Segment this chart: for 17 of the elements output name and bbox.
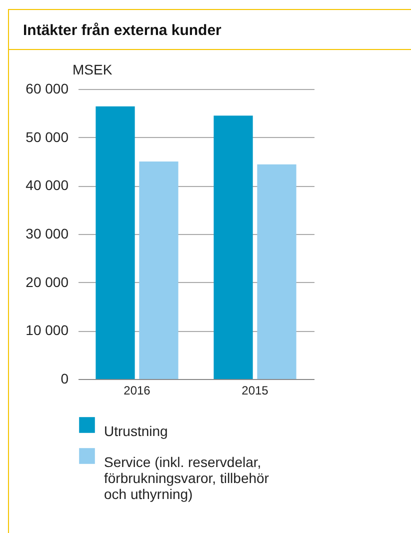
y-tick-label: 60 000 — [26, 80, 69, 96]
chart-title: Intäkter från externa kunder — [9, 10, 411, 50]
y-tick-label: 30 000 — [26, 226, 69, 242]
y-tick-label: 40 000 — [26, 177, 69, 194]
bar — [139, 162, 178, 379]
bar — [214, 116, 253, 379]
y-tick-label: 50 000 — [26, 128, 69, 145]
x-tick-label: 2015 — [242, 384, 269, 398]
bar — [96, 106, 135, 379]
y-axis-title: MSEK — [72, 62, 113, 78]
legend-label: Utrustning — [104, 423, 168, 439]
x-tick-label: 2016 — [124, 384, 151, 398]
y-tick-label: 0 — [60, 370, 69, 386]
y-tick-label: 10 000 — [26, 322, 69, 338]
legend-label: Service (inkl. reservdelar, förbrukningsvaror, tillbehör och uthyrning) — [104, 454, 270, 502]
bar — [257, 164, 296, 379]
y-tick-label: 20 000 — [26, 274, 69, 290]
